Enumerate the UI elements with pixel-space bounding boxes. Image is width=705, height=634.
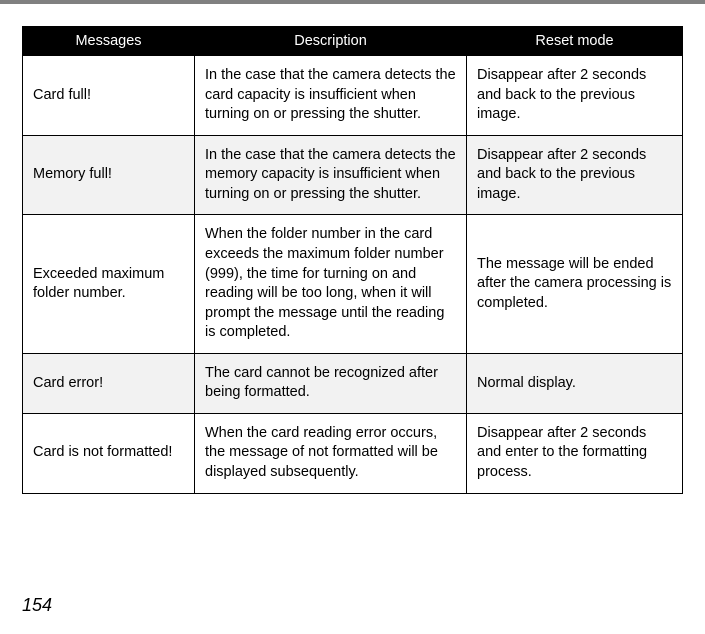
page-number: 154: [22, 595, 52, 616]
table-row: Memory full! In the case that the camera…: [23, 135, 683, 215]
table-header-row: Messages Description Reset mode: [23, 27, 683, 56]
header-messages: Messages: [23, 27, 195, 56]
header-reset-mode: Reset mode: [467, 27, 683, 56]
content-area: Messages Description Reset mode Card ful…: [0, 4, 705, 494]
cell-reset: The message will be ended after the came…: [467, 215, 683, 353]
cell-description: In the case that the camera detects the …: [195, 56, 467, 136]
cell-message: Card full!: [23, 56, 195, 136]
cell-description: When the card reading error occurs, the …: [195, 413, 467, 493]
cell-message: Memory full!: [23, 135, 195, 215]
cell-description: When the folder number in the card excee…: [195, 215, 467, 353]
table-row: Card error! The card cannot be recognize…: [23, 353, 683, 413]
cell-reset: Disappear after 2 seconds and enter to t…: [467, 413, 683, 493]
cell-message: Card is not formatted!: [23, 413, 195, 493]
messages-table: Messages Description Reset mode Card ful…: [22, 26, 683, 494]
table-row: Exceeded maximum folder number. When the…: [23, 215, 683, 353]
cell-reset: Normal display.: [467, 353, 683, 413]
cell-message: Exceeded maximum folder number.: [23, 215, 195, 353]
table-row: Card full! In the case that the camera d…: [23, 56, 683, 136]
table-row: Card is not formatted! When the card rea…: [23, 413, 683, 493]
cell-reset: Disappear after 2 seconds and back to th…: [467, 56, 683, 136]
cell-message: Card error!: [23, 353, 195, 413]
header-description: Description: [195, 27, 467, 56]
cell-description: In the case that the camera detects the …: [195, 135, 467, 215]
cell-description: The card cannot be recognized after bein…: [195, 353, 467, 413]
cell-reset: Disappear after 2 seconds and back to th…: [467, 135, 683, 215]
